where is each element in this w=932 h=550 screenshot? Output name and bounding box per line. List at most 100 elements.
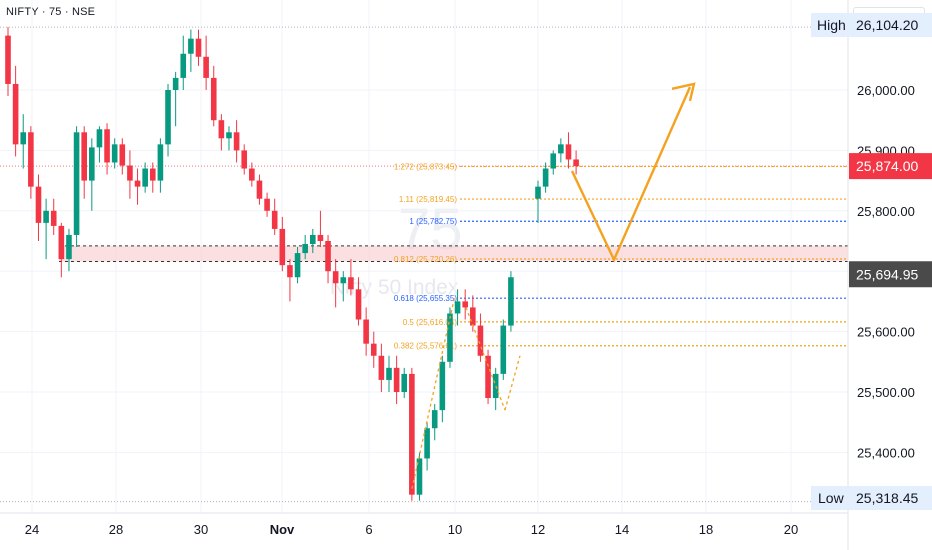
candle xyxy=(81,132,87,181)
candle xyxy=(378,355,385,380)
candle xyxy=(325,241,331,272)
x-tick-label: 24 xyxy=(25,522,39,537)
symbol-header: NIFTY · 75 · NSE xyxy=(6,6,96,18)
candle xyxy=(134,180,141,187)
candle xyxy=(565,144,572,160)
y-tick-label: 26,000.00 xyxy=(857,83,915,98)
crosshair-price-value: 25,694.95 xyxy=(856,266,918,282)
swing-line xyxy=(504,355,521,411)
candle xyxy=(188,38,194,54)
low-value-tag xyxy=(849,486,932,510)
candle xyxy=(28,132,34,187)
y-tick-label: 25,600.00 xyxy=(857,325,915,340)
high-label: High xyxy=(817,17,846,33)
candle xyxy=(393,367,400,392)
fib-label: 1.11 (25,819.45) xyxy=(399,195,457,204)
candle xyxy=(558,144,564,154)
candle xyxy=(477,325,484,356)
candle xyxy=(500,325,507,374)
last-price-tag xyxy=(849,153,932,180)
low-tag xyxy=(811,486,849,510)
candle xyxy=(233,132,240,151)
candle xyxy=(256,180,263,199)
candle xyxy=(142,168,148,187)
y-tick-label: 25,500.00 xyxy=(857,385,915,400)
x-tick-label: 18 xyxy=(699,522,713,537)
swing-line xyxy=(465,307,506,411)
candle xyxy=(310,234,316,245)
x-tick-label: 6 xyxy=(365,522,372,537)
candle xyxy=(203,56,209,78)
candle xyxy=(218,120,225,139)
y-tick-label: 25,800.00 xyxy=(857,204,915,219)
candle xyxy=(424,428,430,459)
candle xyxy=(348,277,354,290)
candle xyxy=(35,186,42,223)
fib-label: 0.812 (25,720.26) xyxy=(394,255,457,264)
candle xyxy=(241,150,248,169)
high-tag xyxy=(811,13,849,37)
candle xyxy=(439,361,446,411)
y-tick-label: 25,400.00 xyxy=(857,445,915,460)
fib-label: 0.382 (25,576.61) xyxy=(394,342,457,351)
candle xyxy=(271,210,278,229)
fib-label: 1 (25,782.75) xyxy=(409,217,457,226)
candle xyxy=(287,265,293,278)
candle xyxy=(66,234,72,260)
x-tick-label: 28 xyxy=(109,522,123,537)
candle xyxy=(195,38,202,57)
candle xyxy=(447,313,453,362)
x-tick-label: 10 xyxy=(448,522,462,537)
last-price-value: 25,874.00 xyxy=(856,158,918,174)
candle xyxy=(535,186,541,199)
candle xyxy=(332,271,339,284)
candle xyxy=(5,35,11,84)
candle xyxy=(508,277,514,326)
x-tick-label: 12 xyxy=(531,522,545,537)
candle xyxy=(409,373,415,495)
x-tick-label: 20 xyxy=(784,522,798,537)
candle xyxy=(157,144,164,181)
candle xyxy=(340,277,347,284)
candle xyxy=(370,343,377,356)
low-value: 25,318.45 xyxy=(856,490,918,506)
candle xyxy=(89,147,95,181)
candle xyxy=(172,77,179,90)
candle xyxy=(431,410,438,429)
high-value-tag xyxy=(849,13,932,37)
candle xyxy=(96,129,103,148)
candle xyxy=(111,144,118,163)
low-label: Low xyxy=(818,490,845,506)
candle xyxy=(43,210,49,223)
candle xyxy=(573,159,579,167)
x-tick-label: 30 xyxy=(194,522,208,537)
candle xyxy=(454,301,461,314)
candle xyxy=(485,355,491,399)
candle xyxy=(58,225,65,260)
candle xyxy=(104,129,110,163)
x-tick-label: 14 xyxy=(615,522,629,537)
candle xyxy=(279,228,286,266)
candle xyxy=(401,373,408,392)
high-value: 26,104.20 xyxy=(856,17,918,33)
candle xyxy=(50,210,57,226)
candle xyxy=(165,90,171,145)
candle xyxy=(210,77,217,121)
candle xyxy=(386,367,392,380)
candle xyxy=(294,253,301,278)
candle xyxy=(127,165,133,181)
candle xyxy=(264,198,270,211)
crosshair-price-tag xyxy=(849,261,932,288)
candle xyxy=(20,132,27,145)
projection-arrow xyxy=(570,86,692,263)
fib-label: 0.5 (25,616.04) xyxy=(403,318,458,327)
candle xyxy=(149,168,156,181)
zone-rect xyxy=(59,245,848,262)
candle xyxy=(73,132,80,235)
candle xyxy=(302,244,308,254)
fib-label: 0.618 (25,655.35) xyxy=(394,294,457,303)
candle xyxy=(226,132,232,139)
watermark-name: Nifty 50 Index xyxy=(330,276,459,299)
